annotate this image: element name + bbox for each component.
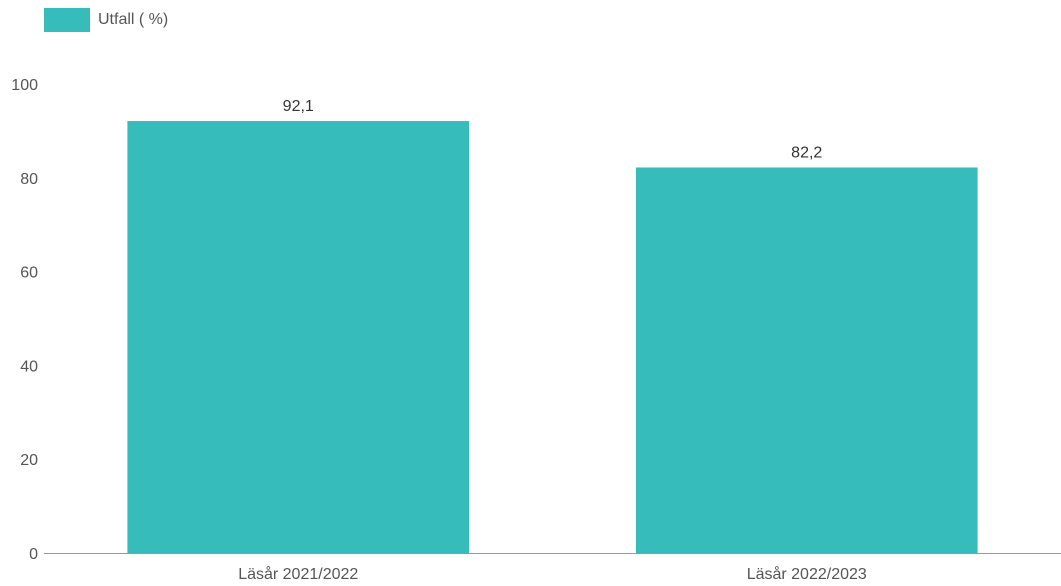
legend-label: Utfall ( %) — [98, 11, 169, 28]
x-category-label: Läsår 2022/2023 — [747, 565, 867, 583]
y-tick-label: 0 — [29, 546, 38, 563]
x-category-label: Läsår 2021/2022 — [238, 565, 358, 583]
y-tick-label: 100 — [11, 77, 38, 94]
y-tick-label: 60 — [20, 265, 38, 282]
bar — [127, 121, 470, 554]
y-tick-label: 80 — [20, 171, 38, 188]
y-tick-label: 20 — [20, 452, 38, 469]
legend-swatch — [44, 8, 90, 32]
bar — [635, 167, 978, 553]
bar-value-label: 82,2 — [791, 144, 822, 161]
legend: Utfall ( %) — [44, 8, 168, 32]
bar-value-label: 92,1 — [283, 98, 314, 115]
y-tick-label: 40 — [20, 358, 38, 375]
